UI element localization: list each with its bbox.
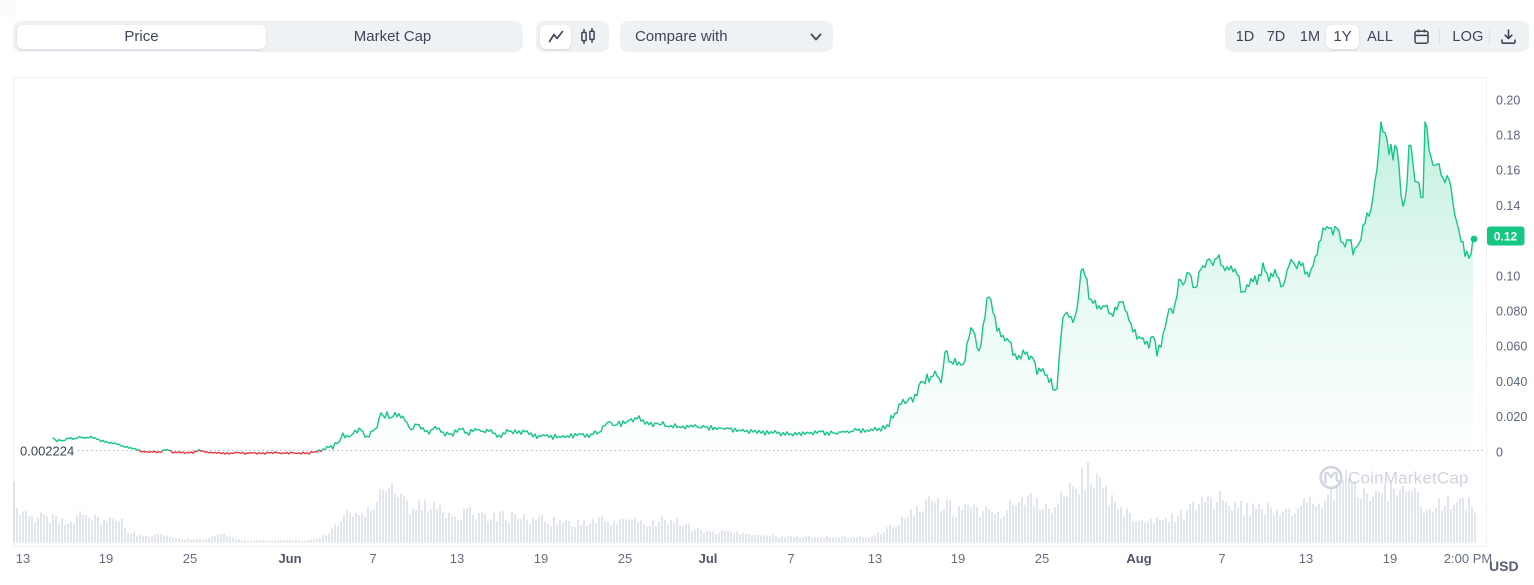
svg-text:13: 13 <box>16 551 30 566</box>
svg-text:Aug: Aug <box>1126 551 1151 566</box>
svg-text:0.18: 0.18 <box>1496 129 1520 143</box>
svg-text:CoinMarketCap: CoinMarketCap <box>1348 469 1469 488</box>
svg-text:0.080: 0.080 <box>1496 305 1527 319</box>
svg-text:25: 25 <box>183 551 197 566</box>
svg-text:0.12: 0.12 <box>1494 230 1518 244</box>
svg-text:19: 19 <box>1383 551 1397 566</box>
svg-text:0.060: 0.060 <box>1496 340 1527 354</box>
svg-text:13: 13 <box>1299 551 1313 566</box>
svg-text:7: 7 <box>787 551 794 566</box>
svg-text:13: 13 <box>868 551 882 566</box>
svg-text:19: 19 <box>951 551 965 566</box>
svg-text:7: 7 <box>369 551 376 566</box>
svg-text:0.002224: 0.002224 <box>20 444 74 459</box>
svg-text:25: 25 <box>1035 551 1049 566</box>
svg-text:USD: USD <box>1489 558 1519 574</box>
svg-text:2:00 PM: 2:00 PM <box>1444 551 1492 566</box>
svg-text:0.10: 0.10 <box>1496 269 1520 283</box>
svg-text:19: 19 <box>534 551 548 566</box>
svg-text:7: 7 <box>1218 551 1225 566</box>
svg-text:0.020: 0.020 <box>1496 410 1527 424</box>
svg-text:0.040: 0.040 <box>1496 375 1527 389</box>
svg-text:0.14: 0.14 <box>1496 199 1520 213</box>
svg-text:25: 25 <box>618 551 632 566</box>
svg-text:0.16: 0.16 <box>1496 164 1520 178</box>
svg-text:0: 0 <box>1496 445 1503 459</box>
svg-text:Jun: Jun <box>278 551 301 566</box>
svg-text:13: 13 <box>450 551 464 566</box>
svg-text:0.20: 0.20 <box>1496 93 1520 107</box>
svg-text:Jul: Jul <box>699 551 718 566</box>
svg-text:19: 19 <box>99 551 113 566</box>
